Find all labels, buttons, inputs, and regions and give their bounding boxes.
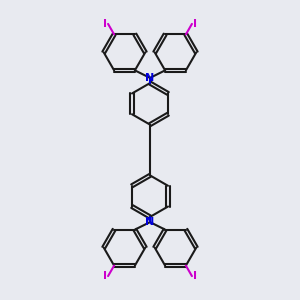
Text: N: N — [146, 73, 154, 83]
Text: I: I — [103, 271, 106, 281]
Text: I: I — [194, 19, 197, 29]
Text: I: I — [103, 19, 106, 29]
Text: I: I — [194, 271, 197, 281]
Text: N: N — [146, 217, 154, 227]
